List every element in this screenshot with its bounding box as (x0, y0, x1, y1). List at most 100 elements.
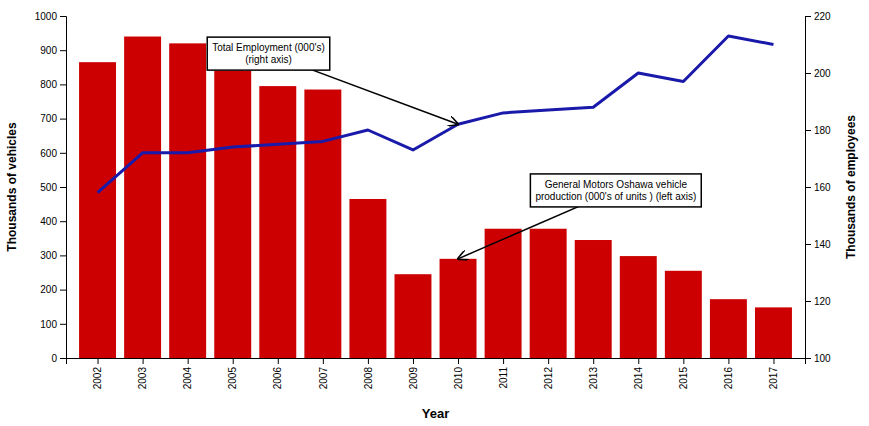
y-tick-mark (60, 153, 66, 154)
x-tick-mark (413, 358, 414, 364)
y2-tick-label: 220 (814, 11, 831, 22)
x-tick: 2014 (633, 358, 644, 389)
y2-tick-label: 160 (814, 182, 831, 193)
x-tick-label: 2011 (498, 367, 509, 389)
x-tick-mark (773, 358, 774, 364)
annotation-box (207, 37, 330, 70)
x-tick-mark (593, 358, 594, 364)
x-tick-label: 2016 (723, 367, 734, 390)
axis-domain (806, 17, 812, 359)
y2-tick-label: 140 (814, 239, 831, 250)
x-tick-label: 2017 (768, 367, 779, 390)
y-tick-mark (60, 221, 66, 222)
bar (214, 71, 251, 358)
y-tick-label: 1000 (35, 11, 58, 22)
y-tick-label: 700 (40, 113, 57, 124)
x-tick: 2007 (318, 358, 329, 389)
y-tick-mark (60, 324, 66, 325)
y2-tick: 160 (805, 182, 831, 193)
annotation-text: General Motors Oshawa vehicleproduction … (535, 179, 696, 202)
x-tick: 2017 (768, 358, 779, 389)
annotation-line: General Motors Oshawa vehicle (545, 179, 688, 190)
y-tick: 700 (40, 113, 66, 124)
y-tick-mark (60, 187, 66, 188)
x-tick: 2003 (137, 358, 148, 389)
y-tick-label: 500 (40, 182, 57, 193)
x-tick-label: 2003 (137, 367, 148, 390)
x-tick: 2013 (588, 358, 599, 389)
y2-tick: 140 (805, 239, 831, 250)
x-tick-label: 2005 (227, 367, 238, 390)
y-tick: 500 (40, 182, 66, 193)
bar (755, 307, 792, 358)
bar (394, 274, 431, 358)
y2-tick-mark (805, 244, 811, 245)
x-tick: 2012 (543, 358, 554, 389)
x-tick: 2015 (678, 358, 689, 389)
y-axis-title: Thousands of vehicles (5, 122, 19, 252)
x-tick-label: 2002 (92, 367, 103, 390)
x-tick-mark (638, 358, 639, 364)
y2-tick: 100 (805, 353, 831, 364)
y2-tick-label: 120 (814, 296, 831, 307)
bar (665, 271, 702, 358)
x-tick: 2010 (453, 358, 464, 389)
x-tick-mark (368, 358, 369, 364)
y2-tick: 120 (805, 296, 831, 307)
x-tick: 2008 (363, 358, 374, 389)
y2-tick-mark (805, 187, 811, 188)
y-tick: 200 (40, 284, 66, 295)
y2-tick: 220 (805, 11, 831, 22)
y-tick-mark (60, 119, 66, 120)
annotation-text: Total Employment (000's)(right axis) (212, 42, 325, 65)
x-tick-label: 2012 (543, 367, 554, 390)
y2-tick-label: 100 (814, 353, 831, 364)
annotation: Total Employment (000's)(right axis) (207, 37, 458, 124)
bar (349, 199, 386, 358)
x-tick-label: 2013 (588, 367, 599, 390)
x-tick: 2009 (408, 358, 419, 389)
y-tick-mark (60, 290, 66, 291)
y-tick-mark (60, 255, 66, 256)
y-tick-mark (60, 16, 66, 17)
y-tick-label: 600 (40, 148, 57, 159)
bar (440, 259, 477, 358)
x-tick-mark (143, 358, 144, 364)
x-tick-mark (233, 358, 234, 364)
x-tick: 2005 (227, 358, 238, 389)
x-tick-mark (683, 358, 684, 364)
bar (620, 256, 657, 358)
y-tick: 1000 (35, 11, 66, 22)
annotation-line: (right axis) (245, 54, 292, 65)
bar (79, 62, 116, 358)
bar (259, 86, 296, 358)
bar (124, 37, 161, 358)
y-tick-label: 300 (40, 250, 57, 261)
axis-domain (67, 359, 806, 365)
x-tick-label: 2010 (453, 367, 464, 390)
y-tick-mark (60, 84, 66, 85)
x-tick: 2006 (272, 358, 283, 389)
x-tick-label: 2004 (182, 367, 193, 390)
x-tick-label: 2008 (363, 367, 374, 390)
x-axis: 2002 2003 2004 2005 2006 2007 2008 2009 2010 2011… (67, 358, 806, 389)
x-tick-mark (188, 358, 189, 364)
bar-series (79, 37, 792, 358)
y-axis: 01002003004005006007008009001000 (35, 11, 67, 364)
y-tick: 300 (40, 250, 66, 261)
chart: 2002 2003 2004 2005 2006 2007 2008 2009 2010 2011… (0, 0, 869, 426)
line (98, 36, 774, 193)
bar (485, 229, 522, 358)
y-tick: 900 (40, 45, 66, 56)
x-tick: 2011 (498, 358, 509, 389)
y-tick-label: 400 (40, 216, 57, 227)
y2-tick-mark (805, 73, 811, 74)
x-tick-label: 2007 (318, 367, 329, 390)
x-tick-mark (458, 358, 459, 364)
y2-tick-mark (805, 130, 811, 131)
y-tick-label: 0 (51, 353, 57, 364)
bar (530, 229, 567, 358)
y-tick: 400 (40, 216, 66, 227)
x-tick-mark (323, 358, 324, 364)
y-tick-mark (60, 50, 66, 51)
